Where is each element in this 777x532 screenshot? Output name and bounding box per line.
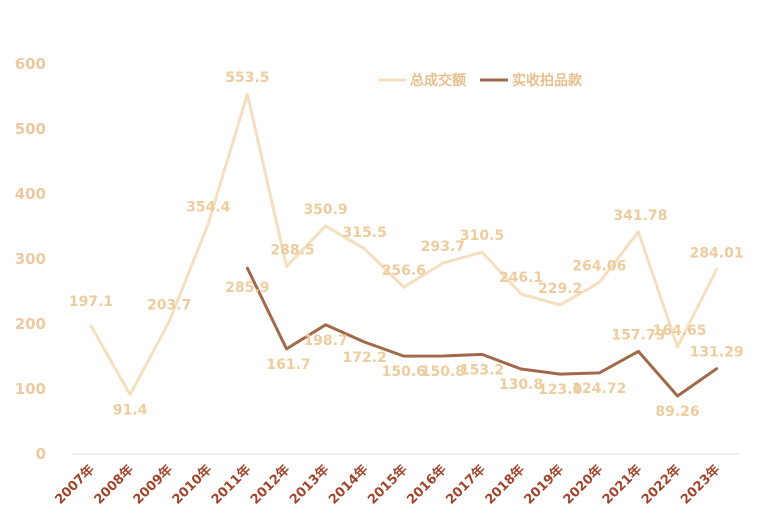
x-tick-label: 2016年 (404, 462, 450, 508)
data-labels: 197.1 91.4 203.7 354.4 553.5 288.5 350.9 315.5 2… (69, 70, 744, 420)
x-tick-label: 2015年 (365, 462, 411, 508)
data-label: 164.65 (652, 323, 706, 339)
data-label: 172.2 (343, 350, 387, 366)
data-label: 89.26 (655, 404, 699, 420)
data-label: 203.7 (147, 298, 191, 314)
y-tick-label: 0 (36, 445, 46, 463)
x-tick-label: 2009年 (130, 462, 176, 508)
y-tick-label: 400 (15, 185, 46, 203)
data-label: 157.79 (611, 327, 665, 343)
x-tick-label: 2014年 (325, 462, 371, 508)
y-axis: 0 100 200 300 400 500 600 (15, 55, 46, 463)
x-tick-label: 2020年 (560, 462, 606, 508)
x-tick-label: 2010年 (169, 462, 215, 508)
data-label: 256.6 (382, 263, 426, 279)
x-tick-label: 2011年 (208, 462, 254, 508)
x-tick-label: 2017年 (443, 462, 489, 508)
x-tick-label: 2019年 (521, 462, 567, 508)
data-label: 553.5 (225, 70, 269, 86)
data-label: 288.5 (270, 242, 314, 258)
x-axis: 2007年2008年2009年2010年2011年2012年2013年2014年… (52, 462, 724, 508)
y-tick-label: 500 (15, 120, 46, 138)
y-tick-label: 100 (15, 380, 46, 398)
x-tick-label: 2018年 (482, 462, 528, 508)
y-tick-label: 200 (15, 315, 46, 333)
data-label: 246.1 (499, 270, 543, 286)
data-label: 161.7 (266, 357, 310, 373)
x-tick-label: 2007年 (52, 462, 98, 508)
data-label: 310.5 (460, 228, 504, 244)
data-label: 150.6 (382, 364, 426, 380)
data-label: 315.5 (343, 225, 387, 241)
data-label: 229.2 (538, 281, 582, 297)
series-line-1 (89, 92, 719, 397)
y-tick-label: 600 (15, 55, 46, 73)
data-label: 91.4 (113, 403, 148, 419)
legend-label: 实收拍品款 (512, 72, 583, 89)
data-label: 264.06 (572, 258, 626, 274)
x-tick-label: 2012年 (247, 462, 293, 508)
series-line-2 (245, 266, 719, 398)
data-label: 354.4 (186, 200, 231, 216)
y-tick-label: 300 (15, 250, 46, 268)
data-label: 123.0 (538, 382, 583, 398)
data-label: 284.01 (690, 245, 744, 261)
data-label: 341.78 (613, 208, 667, 224)
legend-label: 总成交额 (410, 72, 466, 89)
x-tick-label: 2013年 (286, 462, 332, 508)
data-label: 198.7 (303, 333, 347, 349)
data-label: 293.7 (421, 239, 465, 255)
data-label: 197.1 (69, 294, 113, 310)
series-layer (89, 92, 719, 398)
legend: 总成交额 实收拍品款 (378, 72, 583, 89)
data-label: 350.9 (303, 202, 347, 218)
x-tick-label: 2022年 (638, 462, 684, 508)
x-tick-label: 2021年 (599, 462, 645, 508)
data-label: 130.8 (499, 377, 543, 393)
x-tick-label: 2023年 (677, 462, 723, 508)
data-label: 131.29 (690, 345, 744, 361)
data-label: 285.9 (225, 280, 269, 296)
data-label: 124.72 (572, 381, 626, 397)
x-tick-label: 2008年 (91, 462, 137, 508)
data-label: 153.2 (460, 362, 504, 378)
data-label: 150.8 (421, 364, 465, 380)
